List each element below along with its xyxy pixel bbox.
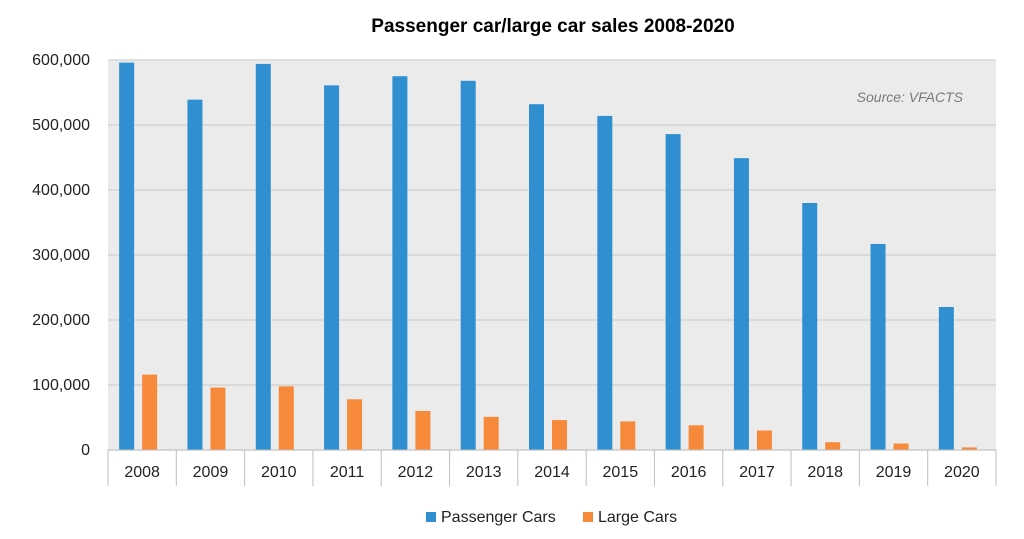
bar-large-cars-2018 — [825, 442, 841, 450]
x-tick-label: 2017 — [739, 464, 775, 481]
bar-large-cars-2016 — [688, 425, 704, 450]
bar-passenger-cars-2017 — [733, 158, 749, 450]
bar-passenger-cars-2011 — [324, 85, 340, 450]
y-tick-label: 0 — [81, 442, 90, 459]
x-tick-label: 2008 — [124, 464, 160, 481]
bar-passenger-cars-2010 — [255, 63, 271, 451]
bar-passenger-cars-2016 — [665, 134, 681, 450]
x-tick-label: 2012 — [398, 464, 434, 481]
bar-passenger-cars-2012 — [392, 76, 408, 450]
bar-large-cars-2013 — [483, 416, 499, 450]
x-axis: 2008 2009 2010 2011 2012 2013 2014 2015 2016 2017… — [107, 449, 997, 486]
y-tick-label: 300,000 — [32, 247, 90, 264]
x-tick-label: 2018 — [807, 464, 843, 481]
x-tick-label: 2009 — [193, 464, 229, 481]
bar-large-cars-2017 — [756, 430, 772, 450]
legend-label: Large Cars — [598, 509, 677, 526]
bar-large-cars-2014 — [552, 420, 567, 450]
bar-large-cars-2019 — [893, 443, 909, 450]
legend: Passenger Cars Large Cars — [426, 509, 677, 526]
x-tick-label: 2016 — [671, 464, 707, 481]
bar-large-cars-2009 — [210, 387, 226, 450]
y-tick-label: 500,000 — [32, 117, 90, 134]
bar-passenger-cars-2008 — [119, 62, 135, 450]
x-tick-label: 2010 — [261, 464, 297, 481]
bar-passenger-cars-2015 — [597, 115, 613, 451]
x-tick-label: 2014 — [534, 464, 570, 481]
bar-large-cars-2020 — [961, 447, 977, 450]
bar-large-cars-2015 — [620, 421, 636, 450]
bar-passenger-cars-2020 — [938, 307, 954, 450]
x-tick-label: 2015 — [603, 464, 639, 481]
y-tick-label: 100,000 — [32, 377, 90, 394]
bar-passenger-cars-2014 — [529, 104, 544, 450]
bar-passenger-cars-2013 — [460, 80, 476, 451]
y-tick-label: 600,000 — [32, 52, 90, 69]
x-tick-label: 2019 — [876, 464, 912, 481]
x-tick-label: 2011 — [330, 464, 365, 481]
y-tick-label: 400,000 — [32, 182, 90, 199]
chart-title: Passenger car/large car sales 2008-2020 — [371, 16, 734, 37]
legend-swatch — [426, 512, 436, 522]
bar-large-cars-2010 — [278, 386, 294, 450]
bars — [119, 62, 977, 451]
bar-large-cars-2012 — [415, 411, 431, 450]
x-tick-label: 2013 — [466, 464, 502, 481]
x-tick-label: 2020 — [944, 464, 980, 481]
bar-large-cars-2008 — [142, 374, 158, 450]
bar-passenger-cars-2009 — [187, 99, 203, 451]
bar-passenger-cars-2018 — [802, 203, 818, 450]
y-axis: 0 100,000 200,000 300,000 400,000 500,000 600,… — [32, 52, 90, 459]
y-tick-label: 200,000 — [32, 312, 90, 329]
legend-swatch — [583, 512, 593, 522]
legend-label: Passenger Cars — [441, 509, 556, 526]
bar-large-cars-2011 — [347, 399, 363, 450]
source-note: Source: VFACTS — [857, 89, 964, 105]
bar-passenger-cars-2019 — [870, 243, 886, 450]
